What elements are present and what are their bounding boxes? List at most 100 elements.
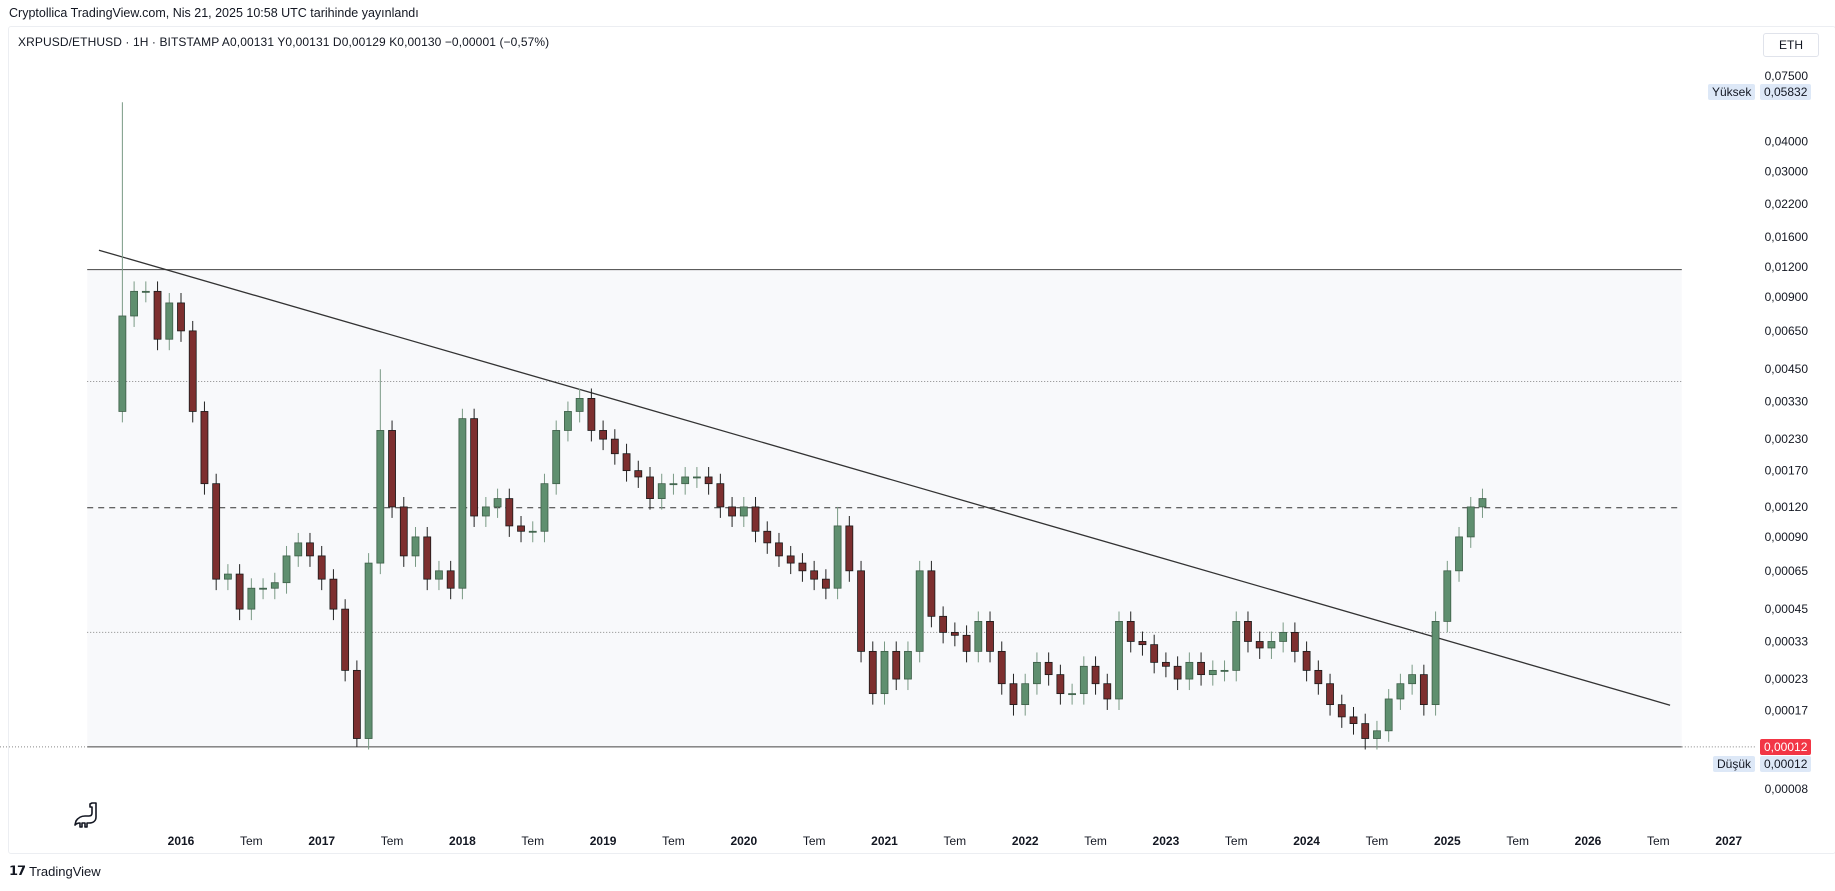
candle-body: [1314, 669, 1323, 685]
candle-body: [728, 506, 736, 517]
dinosaur-icon[interactable]: [73, 800, 103, 832]
candle-body: [446, 570, 455, 589]
time-tick-label: 2025: [1434, 834, 1461, 848]
candle-body: [223, 573, 232, 580]
candle: [188, 320, 197, 423]
candle-body: [306, 542, 314, 557]
candle-body: [212, 483, 221, 580]
candle: [1044, 652, 1053, 686]
candle-body: [1173, 665, 1182, 680]
candle: [915, 560, 924, 663]
candle: [880, 641, 889, 705]
candle-body: [1290, 631, 1299, 652]
price-tick-label: 0,00330: [1765, 395, 1809, 409]
last-price-tag: 0,00012: [1760, 739, 1812, 755]
time-tick-label: 2018: [449, 834, 476, 848]
candle: [1244, 611, 1252, 653]
price-tick-label: 0,00065: [1765, 564, 1809, 578]
candle-body: [997, 650, 1006, 685]
low-value: 0,00012: [1760, 756, 1812, 772]
candle-body: [1150, 644, 1159, 663]
candle: [610, 429, 619, 465]
time-tick-label: 2020: [730, 834, 757, 848]
candle: [1466, 496, 1475, 548]
time-tick-label: Tem: [662, 834, 685, 848]
time-tick-label: 2024: [1293, 834, 1320, 848]
candle-body: [1361, 723, 1370, 739]
candle: [1021, 673, 1030, 716]
candle: [481, 496, 490, 527]
candle: [540, 473, 549, 543]
candle-body: [610, 438, 619, 455]
candle: [810, 560, 819, 591]
candle: [552, 420, 561, 495]
candle: [1478, 488, 1487, 518]
price-tick-label: 0,00120: [1765, 500, 1809, 514]
candle: [130, 281, 139, 327]
currency-button[interactable]: ETH: [1763, 33, 1819, 57]
candle-body: [165, 302, 174, 340]
candle-body: [1068, 693, 1076, 696]
candle: [118, 102, 127, 423]
time-tick-label: 2021: [871, 834, 898, 848]
time-tick-label: 2022: [1012, 834, 1039, 848]
candle: [1138, 631, 1147, 656]
candle-body: [857, 570, 865, 652]
candle: [1290, 622, 1299, 663]
candle-body: [1138, 641, 1147, 646]
candle-body: [1419, 674, 1428, 706]
tradingview-footer[interactable]: 𝟭𝟳 TradingView: [9, 863, 101, 879]
candle-body: [1326, 683, 1334, 706]
candle: [681, 467, 690, 495]
candle-body: [364, 562, 373, 739]
candle-body: [1396, 683, 1405, 700]
candle: [1208, 660, 1217, 686]
candle: [1419, 664, 1428, 716]
candle-body: [247, 587, 256, 610]
candle-body: [798, 562, 807, 572]
candle-body: [1384, 698, 1393, 732]
candle: [974, 611, 983, 663]
candle: [1185, 652, 1194, 691]
candle-body: [1443, 570, 1452, 622]
candle-body: [1056, 674, 1065, 695]
candle-body: [435, 570, 443, 580]
candle: [1443, 560, 1452, 633]
time-tick-label: 2023: [1153, 834, 1180, 848]
candle: [1349, 706, 1358, 735]
candle-body: [259, 587, 267, 590]
candle: [1373, 720, 1381, 750]
candle-body: [634, 470, 643, 478]
candle: [564, 401, 572, 442]
time-tick-label: Tem: [803, 834, 826, 848]
candle: [352, 660, 361, 747]
candle-body: [1021, 683, 1030, 706]
candle: [763, 521, 772, 554]
candle-body: [528, 530, 537, 533]
candle-body: [986, 621, 994, 652]
candle-body: [1103, 683, 1112, 700]
candle-body: [552, 430, 561, 485]
candle-body: [411, 536, 420, 557]
candle: [1068, 683, 1076, 705]
candle-body: [810, 570, 819, 580]
candle: [1267, 631, 1276, 659]
candle-body: [1408, 674, 1417, 685]
descending-trendline: [98, 249, 1671, 706]
time-tick-label: Tem: [381, 834, 404, 848]
candle-body: [904, 650, 912, 680]
candle: [153, 281, 162, 351]
candle: [306, 532, 314, 567]
time-tick-label: Tem: [521, 834, 544, 848]
candle: [1056, 664, 1065, 705]
time-tick-label: Tem: [1366, 834, 1389, 848]
candle-body: [693, 476, 701, 479]
price-tick-label: 0,00170: [1765, 464, 1809, 478]
candle: [165, 293, 174, 351]
candle: [388, 420, 396, 518]
candle: [1455, 526, 1463, 582]
candle-body: [1162, 661, 1170, 667]
candle: [1173, 656, 1182, 691]
high-value: 0,05832: [1760, 84, 1812, 100]
